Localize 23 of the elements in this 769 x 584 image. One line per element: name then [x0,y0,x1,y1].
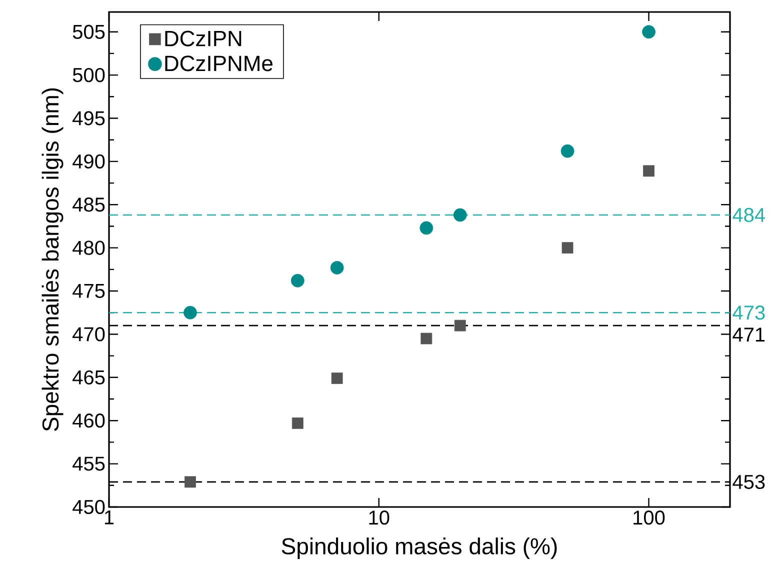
y-tick-label: 500 [72,68,105,82]
y-tick-label: 480 [72,240,105,255]
y-tick-label: 475 [72,284,105,298]
legend-label: DCzIPNMe [165,56,272,72]
y-tick-label: 460 [72,414,105,428]
y-tick-label: 495 [72,111,105,126]
y-axis-title: Spektro smailės bangos ilgis (nm) [42,88,64,432]
ref-line-label: 484 [732,208,765,222]
ref-line-label: 473 [732,306,765,320]
x-axis-title: Spinduolio masės dalis (%) [282,538,557,559]
y-tick-label: 490 [72,154,105,169]
y-tick-label: 470 [72,327,105,342]
y-tick-label: 455 [72,456,105,471]
y-tick-label: 505 [72,24,105,39]
ref-line-label: 471 [732,328,765,342]
ref-line-label: 453 [732,474,765,490]
x-tick-label: 100 [634,510,665,525]
y-tick-label: 485 [72,198,105,212]
y-tick-label: 465 [72,370,105,384]
y-tick-label: 450 [72,500,105,514]
x-tick-label: 1 [104,510,114,524]
x-tick-label: 10 [369,510,390,525]
legend-label: DCzIPN [165,30,242,46]
